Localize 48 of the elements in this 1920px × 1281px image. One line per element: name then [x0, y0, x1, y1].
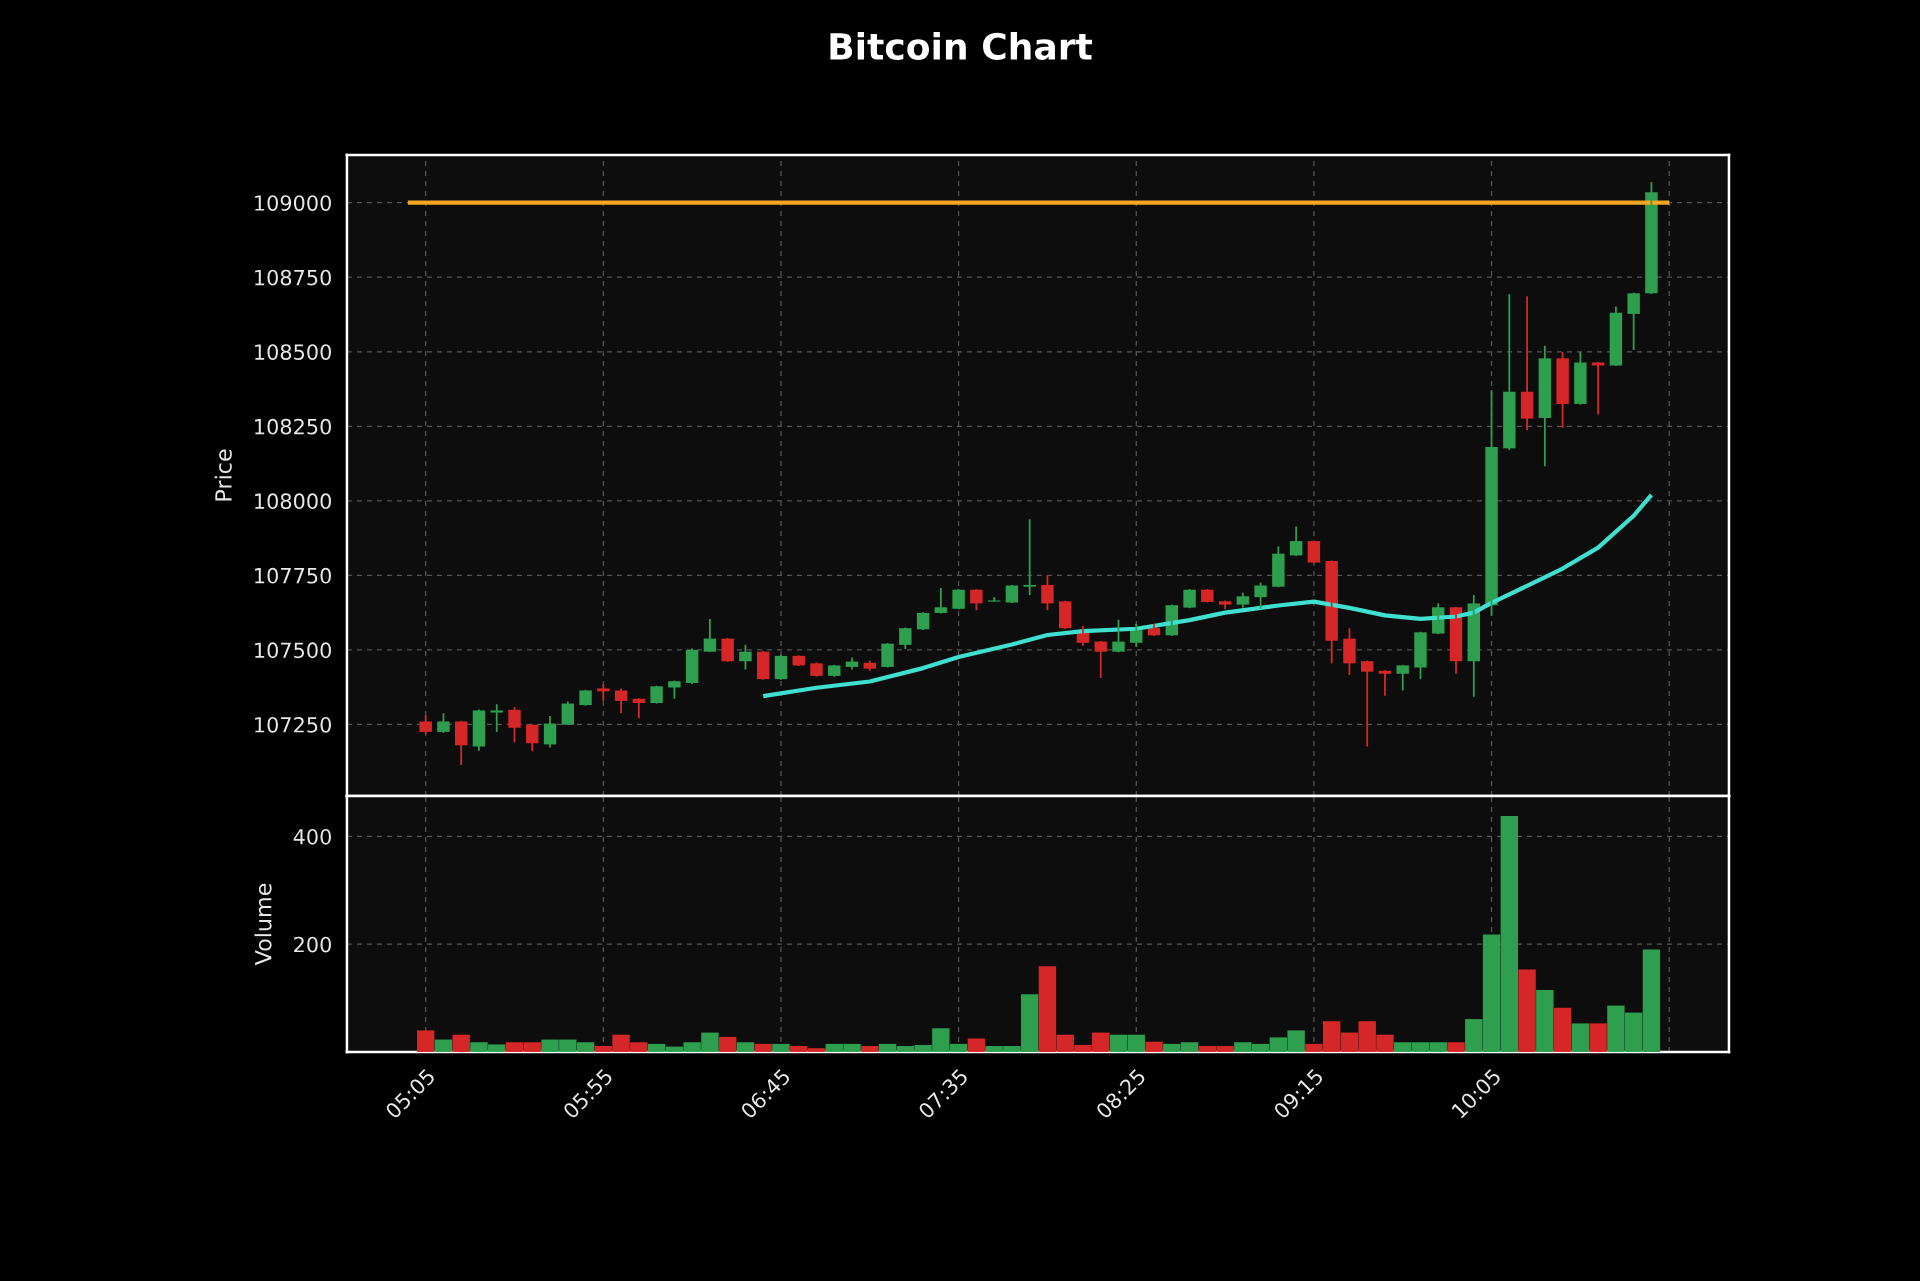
y-tick-label: 200: [294, 936, 331, 953]
y-axis-title: Volume: [254, 883, 272, 966]
y-tick-label: 108500: [255, 344, 331, 360]
candlestick: [1183, 588, 1196, 610]
bar: [434, 1039, 453, 1052]
candlestick: [1627, 291, 1640, 351]
bar: [416, 1030, 435, 1052]
y-tick-label: 109000: [255, 195, 331, 211]
candlestick: [1343, 627, 1356, 676]
bar: [718, 1036, 737, 1052]
chart-title: Bitcoin Chart: [830, 32, 1093, 60]
candlestick: [490, 703, 503, 733]
bar: [772, 1043, 790, 1052]
y-tick-label: 400: [293, 828, 331, 845]
bar: [967, 1038, 986, 1052]
candlestick: [1645, 181, 1658, 295]
y-tick-label: 107500: [255, 642, 331, 659]
bar: [1589, 1023, 1607, 1052]
bar: [1447, 1042, 1465, 1052]
y-tick-label: 107250: [255, 716, 331, 733]
bar: [1571, 1023, 1590, 1052]
candlestick: [739, 643, 752, 671]
candlestick: [419, 714, 432, 735]
candlestick: [1218, 599, 1232, 611]
candlestick: [1112, 618, 1125, 654]
bar: [736, 1042, 755, 1052]
candlestick: [881, 642, 894, 669]
candlestick: [1041, 574, 1054, 612]
bar: [861, 1046, 879, 1052]
candlestick: [1414, 630, 1427, 681]
bar: [452, 1034, 470, 1052]
y-tick-label: 107750: [255, 567, 331, 584]
line-series: [761, 492, 1654, 699]
bar: [1536, 989, 1554, 1052]
bar: [1553, 1007, 1572, 1052]
y-tick-label: 108750: [255, 269, 331, 286]
candlestick: [987, 596, 1001, 603]
y-tick-label: 108000: [255, 493, 331, 510]
candlestick: [650, 684, 663, 705]
candlestick: [508, 706, 521, 744]
candlestick: [1023, 518, 1036, 596]
candlestick: [437, 712, 450, 734]
bar: [754, 1043, 772, 1052]
y-tick-label: 108250: [255, 418, 331, 435]
candlestick: [899, 626, 912, 650]
y-axis-title: Price: [214, 449, 232, 501]
bar: [1518, 969, 1536, 1052]
bar: [1145, 1041, 1163, 1052]
